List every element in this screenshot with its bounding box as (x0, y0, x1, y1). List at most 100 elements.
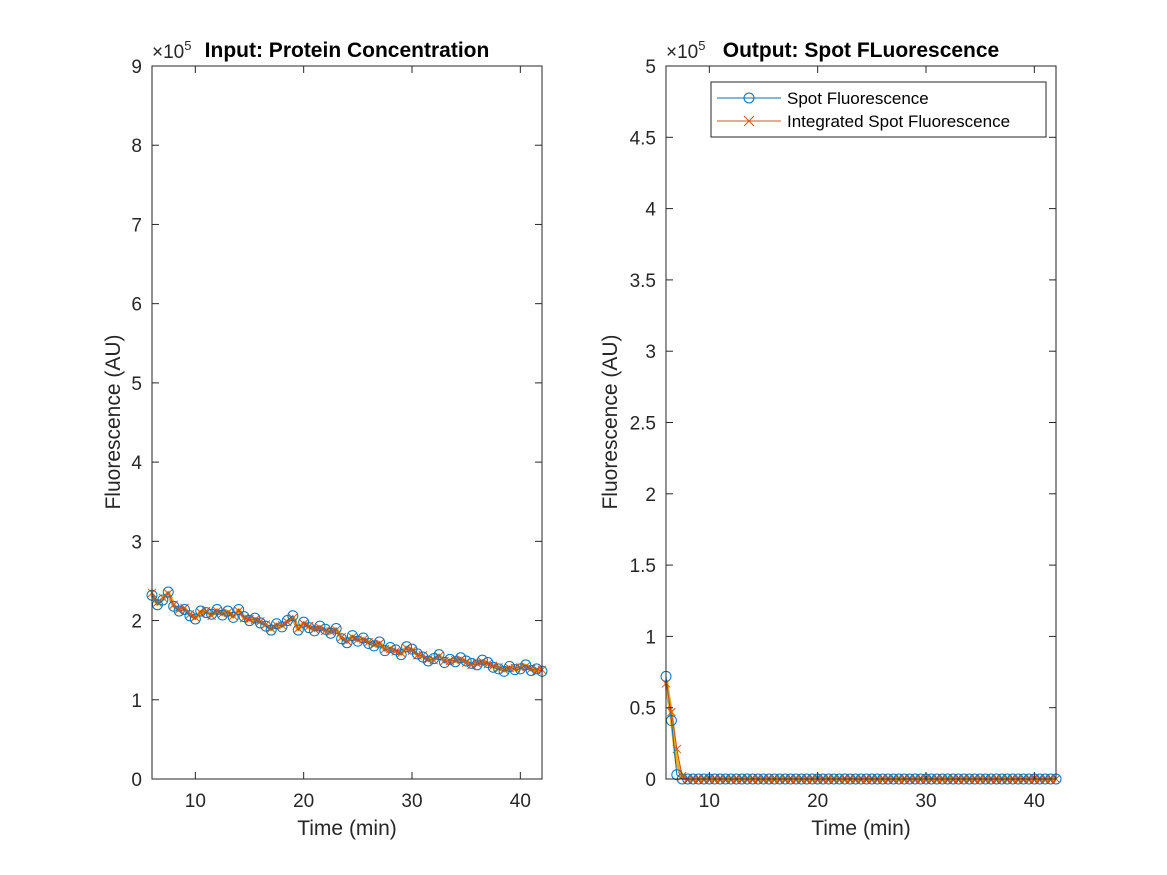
plot-area (666, 66, 1056, 779)
data-point-circle (303, 622, 315, 634)
data-point-x (245, 614, 254, 624)
x-tick-label: 40 (1024, 791, 1045, 812)
data-point-circle (504, 661, 515, 673)
data-point-x (369, 639, 379, 649)
plot-area (152, 66, 542, 779)
data-point-x (450, 655, 460, 665)
y-axis-label: Fluorescence (AU) (102, 334, 125, 509)
data-point-x (515, 662, 525, 672)
data-point-x (429, 655, 439, 665)
y-tick-label: 3.5 (630, 271, 656, 292)
data-point-x (320, 626, 330, 636)
y-tick-label: 1.5 (630, 556, 656, 577)
data-point-x (478, 657, 487, 667)
data-point-circle (265, 624, 277, 636)
data-point-x (277, 620, 287, 630)
data-point-x (461, 658, 471, 667)
data-point-circle (173, 605, 185, 617)
data-point-x (310, 624, 319, 634)
data-point-circle (411, 648, 423, 660)
data-point-x (667, 707, 676, 717)
data-point-circle (189, 613, 201, 625)
data-point-x (364, 637, 374, 647)
data-point-circle (384, 641, 396, 653)
data-point-x (223, 608, 233, 617)
y-tick-label: 0 (645, 770, 656, 791)
data-point-x (299, 619, 309, 629)
subplot-protein-concentration: 10 20 30 40 0 1 2 3 4 5 6 7 8 9 Input: Protein Concen… (102, 38, 548, 840)
data-point-circle (222, 605, 234, 617)
data-point-circle (352, 635, 364, 647)
y-tick-label: 0 (131, 770, 142, 791)
data-point-x (261, 620, 271, 629)
y-tick-label: 6 (131, 295, 142, 316)
data-point-x (174, 605, 184, 614)
x-axis-label: Time (min) (297, 817, 397, 840)
data-point-x (283, 617, 292, 627)
data-point-x (239, 613, 249, 623)
data-point-x (326, 627, 336, 637)
legend: Spot Fluorescence Integrated Spot Fluore… (710, 81, 1047, 138)
data-point-x (483, 659, 493, 669)
data-point-circle (276, 621, 288, 633)
data-point-circle (216, 609, 228, 621)
data-point-x (526, 664, 536, 674)
data-point-x (488, 661, 498, 671)
data-point-circle (271, 618, 283, 630)
data-point-x (391, 647, 401, 656)
y-tick-label: 4.5 (630, 128, 656, 149)
data-point-x (331, 625, 341, 635)
subplot-spot-fluorescence: 10 20 30 40 0 0.5 1 1.5 2 2.5 3 3.5 4 4.5 5 Output: Sp… (599, 38, 1062, 840)
chart-title: Output: Spot FLuorescence (723, 39, 1000, 62)
x-tick-label: 20 (807, 791, 828, 812)
series-line-spot-fluorescence (151, 591, 543, 672)
data-point-x (315, 623, 325, 633)
y-tick-label: 4 (645, 200, 656, 221)
data-point-circle (330, 622, 342, 634)
data-point-circle (227, 611, 239, 623)
y-exponent-label: ×105 (152, 38, 191, 63)
y-tick-label: 5 (131, 374, 142, 395)
data-point-x (342, 636, 352, 646)
data-point-circle (401, 641, 413, 653)
data-point-x (180, 603, 189, 613)
data-point-circle (319, 623, 331, 635)
legend-marker-circle (743, 92, 755, 104)
data-point-circle (509, 664, 521, 676)
data-point-circle (184, 610, 196, 622)
data-point-circle (455, 652, 467, 664)
y-tick-label: 8 (131, 136, 142, 157)
data-point-circle (368, 640, 380, 652)
data-point-x (196, 608, 206, 617)
data-point-x (456, 655, 466, 664)
data-point-circle (314, 620, 326, 632)
data-point-circle (439, 657, 450, 669)
x-tick-label: 20 (293, 791, 314, 812)
data-point-x (472, 658, 482, 668)
legend-entry-spot-fluorescence: Spot Fluorescence (787, 89, 929, 108)
data-point-x (288, 613, 298, 623)
data-point-x (510, 663, 520, 673)
data-point-circle (292, 624, 304, 636)
data-point-x (266, 624, 276, 633)
data-point-circle (162, 586, 174, 598)
data-point-x (467, 660, 476, 670)
data-point-x (212, 606, 222, 616)
data-point-x (423, 655, 433, 664)
data-point-circle (238, 611, 250, 623)
data-point-x (385, 644, 395, 654)
legend-marker-x (743, 115, 755, 127)
data-point-circle (433, 649, 445, 661)
y-tick-label: 9 (131, 57, 142, 78)
x-tick-label: 40 (510, 791, 531, 812)
data-point-circle (287, 610, 299, 622)
y-tick-label: 7 (131, 215, 142, 236)
y-tick-label: 5 (645, 57, 656, 78)
y-tick-label: 1 (131, 691, 142, 712)
y-tick-label: 4 (131, 453, 142, 474)
y-tick-label: 3 (131, 532, 142, 553)
axes-box (151, 65, 543, 780)
data-point-circle (476, 654, 488, 666)
data-point-x (337, 632, 346, 642)
data-point-x (532, 666, 541, 675)
